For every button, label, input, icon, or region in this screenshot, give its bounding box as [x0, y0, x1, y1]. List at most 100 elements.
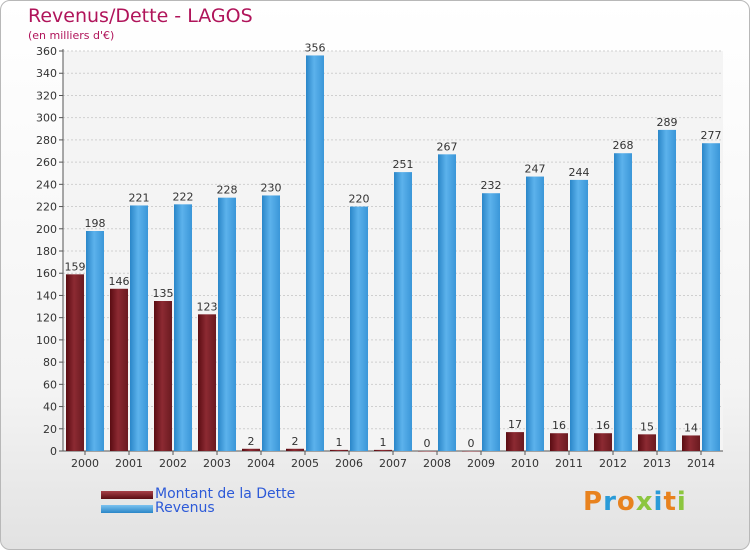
bar-revenue: [350, 206, 368, 451]
y-tick-label: 140: [36, 289, 57, 302]
y-tick-label: 180: [36, 245, 57, 258]
bar-debt: [110, 288, 128, 451]
chart-subtitle: (en milliers d'€): [28, 29, 115, 42]
x-tick-label: 2000: [71, 457, 99, 470]
bar-revenue: [130, 205, 148, 451]
bar-revenue: [394, 172, 412, 451]
y-tick-label: 60: [43, 378, 57, 391]
y-tick-label: 0: [50, 445, 57, 458]
data-label-revenue: 221: [129, 191, 150, 204]
data-label-revenue: 228: [217, 184, 238, 197]
x-tick-label: 2003: [203, 457, 231, 470]
bar-debt: [594, 433, 612, 451]
bar-debt: [506, 432, 524, 451]
bar-revenue: [262, 195, 280, 451]
x-tick-label: 2009: [467, 457, 495, 470]
logo-letter: P: [583, 487, 604, 517]
bar-debt: [330, 449, 348, 451]
data-label-revenue: 230: [261, 181, 282, 194]
x-tick-label: 2008: [423, 457, 451, 470]
data-label-debt: 123: [197, 300, 218, 313]
x-tick-label: 2007: [379, 457, 407, 470]
data-label-debt: 0: [468, 437, 475, 450]
data-label-debt: 16: [596, 419, 610, 432]
data-label-revenue: 244: [569, 166, 590, 179]
bar-debt: [242, 448, 260, 451]
bar-debt: [462, 451, 480, 452]
bar-revenue: [438, 154, 456, 452]
bar-revenue: [614, 153, 632, 451]
data-label-debt: 0: [424, 437, 431, 450]
bar-debt: [638, 434, 656, 451]
logo-letter: i: [653, 487, 664, 517]
logo-letter: x: [635, 487, 654, 517]
bar-revenue: [174, 204, 192, 451]
bar-revenue: [658, 129, 676, 451]
x-tick-label: 2012: [599, 457, 627, 470]
y-tick-label: 100: [36, 334, 57, 347]
legend-swatch-debt: [101, 491, 153, 499]
y-tick-label: 240: [36, 178, 57, 191]
y-tick-label: 80: [43, 356, 57, 369]
data-label-debt: 16: [552, 419, 566, 432]
bar-revenue: [702, 143, 720, 451]
data-label-revenue: 356: [305, 41, 326, 54]
data-label-debt: 159: [65, 260, 86, 273]
data-label-debt: 14: [684, 421, 698, 434]
bar-debt: [550, 433, 568, 451]
y-tick-label: 300: [36, 112, 57, 125]
bar-debt: [154, 301, 172, 451]
bar-revenue: [526, 176, 544, 452]
bar-revenue: [570, 179, 588, 451]
bar-revenue: [86, 231, 104, 451]
y-tick-label: 20: [43, 423, 57, 436]
y-tick-label: 120: [36, 312, 57, 325]
x-tick-label: 2005: [291, 457, 319, 470]
y-tick-label: 360: [36, 45, 57, 58]
data-label-debt: 2: [248, 435, 255, 448]
data-label-debt: 1: [380, 436, 387, 449]
data-label-revenue: 289: [657, 116, 678, 129]
x-tick-label: 2011: [555, 457, 583, 470]
bar-debt: [66, 274, 84, 451]
logo-letter: i: [676, 487, 687, 517]
bar-revenue: [218, 197, 236, 451]
legend-item-debt: Montant de la Dette: [101, 486, 361, 503]
data-label-revenue: 222: [173, 190, 194, 203]
data-label-revenue: 247: [525, 163, 546, 176]
data-label-revenue: 277: [701, 129, 722, 142]
logo-letter: r: [603, 487, 617, 517]
bar-debt: [198, 314, 216, 451]
chart-title: Revenus/Dette - LAGOS: [28, 5, 253, 27]
y-tick-label: 40: [43, 401, 57, 414]
y-tick-label: 260: [36, 156, 57, 169]
data-label-revenue: 198: [85, 217, 106, 230]
data-label-revenue: 267: [437, 140, 458, 153]
bar-debt: [374, 449, 392, 451]
data-label-revenue: 220: [349, 193, 370, 206]
bar-revenue: [482, 193, 500, 451]
data-label-revenue: 251: [393, 158, 414, 171]
x-tick-label: 2001: [115, 457, 143, 470]
y-tick-label: 200: [36, 223, 57, 236]
x-tick-label: 2010: [511, 457, 539, 470]
bar-revenue: [306, 55, 324, 451]
data-label-debt: 15: [640, 420, 654, 433]
data-label-debt: 1: [336, 436, 343, 449]
legend-swatch-revenue: [101, 505, 153, 513]
legend-item-revenue: Revenus: [101, 500, 361, 517]
y-tick-label: 320: [36, 89, 57, 102]
x-tick-label: 2013: [643, 457, 671, 470]
x-tick-label: 2002: [159, 457, 187, 470]
logo-letter: t: [663, 487, 677, 517]
x-tick-label: 2006: [335, 457, 363, 470]
logo-letter: o: [616, 487, 636, 517]
legend-label-revenue: Revenus: [155, 500, 215, 516]
proxiti-logo: Proxiti: [583, 487, 687, 517]
x-tick-label: 2014: [687, 457, 715, 470]
bar-debt: [418, 451, 436, 452]
bar-debt: [286, 448, 304, 451]
y-tick-label: 160: [36, 267, 57, 280]
